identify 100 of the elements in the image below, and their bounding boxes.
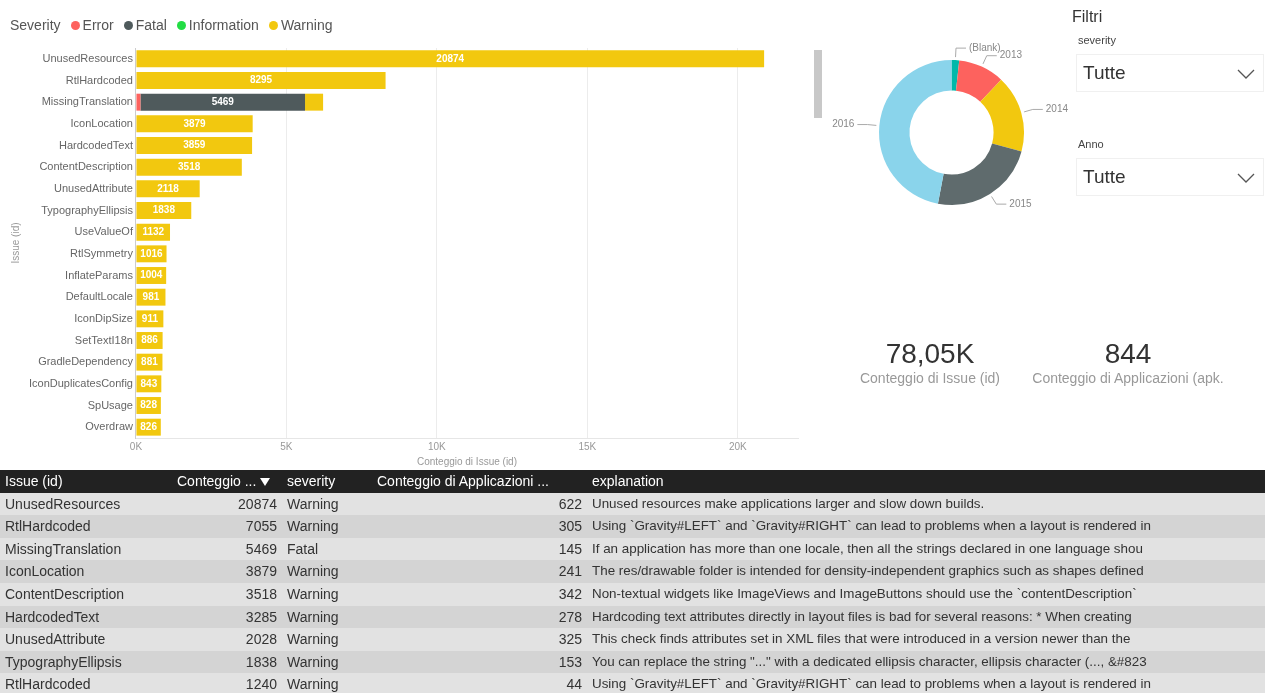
bar: [136, 115, 253, 133]
data-label: 1016: [140, 247, 164, 259]
text: Issue (id): [0, 470, 172, 493]
text: 20874: [172, 492, 282, 516]
text: 3285: [172, 605, 282, 629]
data-label: 5469: [211, 95, 235, 107]
bar: [136, 93, 141, 111]
data-label: 3859: [183, 139, 206, 151]
legend-label: Warning: [279, 17, 333, 33]
text: Filtri: [1072, 8, 1103, 26]
text: Conteggio di Applicazioni ...: [372, 470, 587, 493]
text: Conteggio di Applicazioni (apk.: [1031, 370, 1225, 386]
y-tick-label: Overdraw: [85, 420, 133, 433]
y-tick-label: IconDipSize: [74, 311, 133, 324]
text: 7055: [172, 515, 282, 538]
y-tick-label: IconDuplicatesConfig: [28, 376, 133, 389]
text: This check finds attributes set in XML files that were introduced in a version newer than the: [587, 628, 1265, 651]
text: 342: [372, 582, 587, 606]
data-label: 843: [140, 377, 158, 389]
text: Warning: [282, 560, 372, 583]
data-label: 20874: [436, 52, 465, 64]
text: Warning: [282, 515, 372, 538]
data-label: 1004: [140, 269, 163, 281]
text: 1240: [172, 673, 282, 693]
text: Warning: [282, 492, 372, 516]
text: Hardcoding text attributes directly in layout files is bad for several reasons: * When creating: [587, 605, 1265, 629]
y-tick-label: UnusedAttribute: [54, 181, 133, 194]
text: 3518: [172, 582, 282, 606]
slice-label: (Blank): [969, 41, 1001, 53]
data-label: 828: [140, 399, 158, 411]
text: 844: [1103, 338, 1153, 370]
text: severity: [1078, 34, 1116, 46]
x-tick-label: 5K: [280, 440, 293, 452]
data-label: 886: [141, 334, 159, 346]
x-tick-label: 10K: [427, 440, 447, 452]
text: 145: [372, 537, 587, 561]
text: Tutte: [1083, 166, 1126, 188]
text: Non-textual widgets like ImageViews and ImageButtons should use the `contentDescription`: [587, 582, 1265, 606]
y-tick-label: GradleDependency: [38, 355, 134, 368]
text: Warning: [282, 628, 372, 651]
text: Using `Gravity#LEFT` and `Gravity#RIGHT` can lead to problems when a layout is rendered in: [587, 673, 1265, 693]
text: 325: [372, 628, 587, 651]
text: Fatal: [282, 537, 372, 561]
text: If an application has more than one locale, then all the strings declared in one language shou: [587, 537, 1265, 561]
x-tick-label: 15K: [578, 440, 597, 452]
text: 622: [372, 492, 587, 516]
text: Tutte: [1083, 62, 1126, 84]
y-tick-label: InflateParams: [65, 268, 134, 281]
text: 3879: [172, 560, 282, 583]
data-label: 981: [142, 290, 160, 302]
bar: [140, 93, 306, 111]
text: Warning: [282, 673, 372, 693]
y-tick-label: SetTextI18n: [74, 333, 133, 346]
y-tick-label: UseValueOf: [74, 225, 134, 238]
bar: [136, 50, 765, 68]
data-label: 1132: [142, 225, 165, 237]
y-tick-label: ContentDescription: [39, 160, 133, 173]
text: severity: [282, 470, 372, 493]
text: Using `Gravity#LEFT` and `Gravity#RIGHT` can lead to problems when a layout is rendered in: [587, 515, 1265, 538]
data-label: 3879: [183, 117, 207, 129]
bar: [136, 137, 253, 154]
legend-label: Fatal: [134, 17, 167, 33]
text: Unused resources make applications larger and slow down builds.: [587, 492, 1265, 516]
text: Warning: [282, 650, 372, 674]
y-tick-label: HardcodedText: [58, 138, 133, 151]
bar: [305, 93, 324, 111]
text: explanation: [587, 470, 1265, 493]
y-tick-label: IconLocation: [70, 116, 133, 129]
text: 305: [372, 515, 587, 538]
slice-label: 2014: [1045, 103, 1069, 115]
text: Warning: [282, 582, 372, 606]
y-tick-label: TypographyEllipsis: [41, 203, 134, 216]
text: 78,05K: [884, 338, 976, 370]
x-tick-label: 0K: [129, 440, 143, 452]
legend-label: Error: [81, 17, 114, 33]
text: 44: [372, 673, 587, 693]
text: You can replace the string "..." with a dedicated ellipsis character, ellipsis character (..., &#823: [587, 650, 1265, 674]
y-tick-label: UnusedResources: [42, 51, 134, 64]
data-label: 826: [140, 420, 158, 432]
legend-title: Severity: [10, 17, 61, 33]
y-tick-label: DefaultLocale: [65, 290, 133, 303]
text: Conteggio di Issue (id): [858, 370, 1002, 386]
text: Warning: [282, 605, 372, 629]
y-axis-title: Issue (id): [9, 222, 21, 264]
data-label: 2118: [157, 182, 180, 194]
y-tick-label: RtlHardcoded: [65, 73, 133, 86]
slice-label: 2016: [832, 118, 855, 130]
data-label: 881: [141, 355, 159, 367]
bar: [136, 72, 386, 89]
y-tick-label: SpUsage: [87, 398, 133, 411]
x-tick-label: 20K: [728, 440, 748, 452]
data-label: 1838: [152, 204, 176, 216]
y-tick-label: MissingTranslation: [41, 95, 133, 108]
y-tick-label: RtlSymmetry: [69, 246, 134, 259]
text: The res/drawable folder is intended for density-independent graphics such as shapes defined: [587, 560, 1265, 583]
data-label: 8295: [249, 74, 273, 86]
text: 5469: [172, 537, 282, 561]
legend-label: Information: [187, 17, 259, 33]
text: Conteggio ...: [172, 470, 282, 493]
slice-label: 2015: [1009, 197, 1033, 209]
